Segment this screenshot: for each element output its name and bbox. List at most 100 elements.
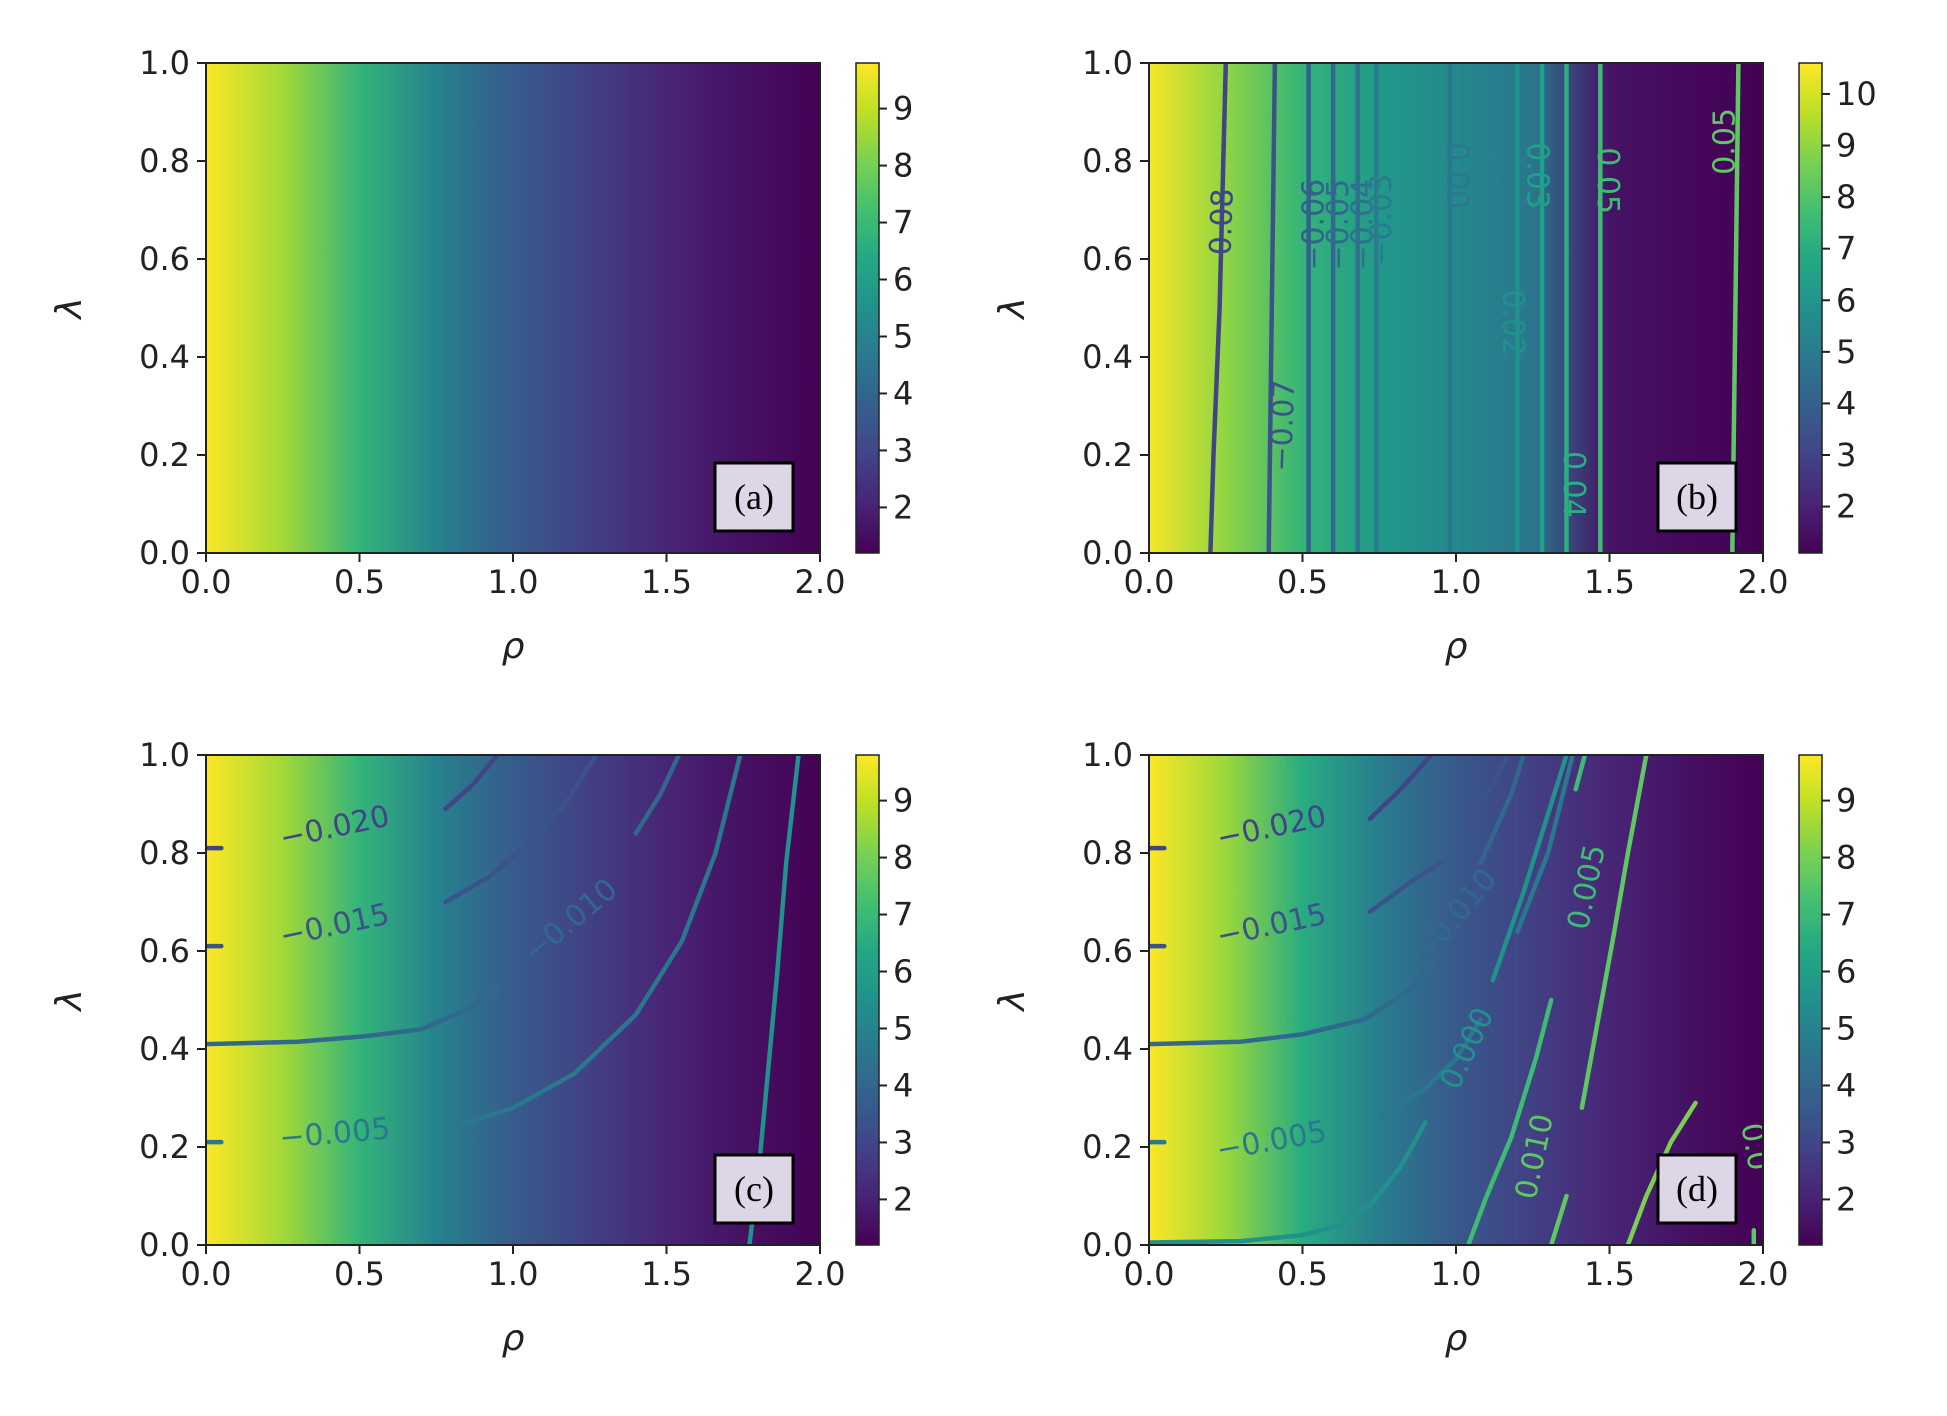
y-tick-label: 0.0: [139, 534, 190, 572]
panel-a: 0.0 0.5 1.0 1.5 2.0 0.0 0.2 0.4 0.6 0.8 1.0 ρ λ (a) 2 3…: [49, 44, 913, 667]
contour-line: [1377, 1017, 1483, 1120]
x-tick-label: 0.0: [1124, 1255, 1175, 1293]
colorbar-tick-label: 4: [893, 374, 913, 412]
panel-label: (d): [1676, 1169, 1718, 1209]
colorbar-tick-label: 5: [1836, 333, 1856, 371]
y-tick-label: 1.0: [1082, 736, 1133, 774]
contour-line: [1367, 860, 1443, 915]
contour-line: [1462, 755, 1511, 826]
y-tick-label: 0.8: [1082, 834, 1133, 872]
contour-label: 0.05: [1590, 147, 1625, 214]
colorbar-tick-label: 4: [1836, 1066, 1856, 1104]
x-tick-label: 0.5: [1277, 1255, 1328, 1293]
colorbar-tick-label: 4: [1836, 384, 1856, 422]
panel-label-box: [1656, 461, 1738, 533]
x-tick-label: 0.0: [181, 563, 232, 601]
contour-label: −0.06: [1296, 179, 1331, 271]
y-axis-label: λ: [49, 297, 90, 320]
x-tick-label: 2.0: [1738, 1255, 1789, 1293]
colorbar: [1798, 754, 1823, 1246]
y-tick-label: 0.2: [1082, 436, 1133, 474]
x-tick-label: 1.0: [488, 1255, 539, 1293]
colorbar: [855, 754, 880, 1246]
x-tick-label: 2.0: [795, 563, 846, 601]
contour-line: [1149, 1120, 1428, 1245]
x-tick-label: 1.5: [641, 1255, 692, 1293]
colorbar-tick-label: 2: [893, 1180, 913, 1218]
contour-line: [206, 987, 500, 1047]
contour-line: [1515, 755, 1575, 934]
contour-label: −0.08: [1203, 188, 1241, 281]
colorbar-tick-label: 6: [893, 261, 913, 299]
x-tick-label: 1.0: [1431, 1255, 1482, 1293]
panel-label-box: [1656, 1153, 1738, 1225]
y-tick-label: 0.4: [1082, 338, 1133, 376]
x-tick-label: 0.0: [1124, 563, 1175, 601]
x-axis-label: ρ: [502, 626, 525, 667]
colorbar-tick-label: 3: [893, 1123, 913, 1161]
x-tick-label: 2.0: [795, 1255, 846, 1293]
colorbar-tick-label: 8: [893, 147, 913, 185]
x-tick-label: 0.0: [181, 1255, 232, 1293]
y-tick-label: 0.6: [1082, 932, 1133, 970]
colorbar-tick-label: 6: [893, 953, 913, 991]
contour-label: 0.03: [1519, 142, 1554, 209]
y-tick-label: 0.8: [1082, 142, 1133, 180]
colorbar-tick-label: 5: [1836, 1009, 1856, 1047]
contour-line: [1573, 755, 1588, 792]
y-tick-label: 0.0: [1082, 534, 1133, 572]
colorbar-tick-label: 5: [893, 1009, 913, 1047]
colorbar-tick-label: 7: [893, 896, 913, 934]
x-tick-label: 1.5: [641, 563, 692, 601]
x-axis-label: ρ: [502, 1318, 525, 1359]
colorbar-tick-label: 3: [893, 431, 913, 469]
colorbar-tick-label: 8: [893, 839, 913, 877]
x-axis-label: ρ: [1445, 1318, 1468, 1359]
colorbar-tick-label: 4: [893, 1066, 913, 1104]
contour-line: [1478, 755, 1526, 866]
x-tick-label: 1.5: [1584, 563, 1635, 601]
contour-line: [443, 755, 599, 905]
colorbar-tick-label: 2: [1836, 1180, 1856, 1218]
colorbar-tick-label: 5: [893, 317, 913, 355]
contour-label: −0.07: [1264, 379, 1302, 472]
colorbar-tick-label: 2: [893, 488, 913, 526]
x-tick-label: 0.5: [1277, 563, 1328, 601]
colorbar-tick-label: 6: [1836, 953, 1856, 991]
colorbar-tick-label: 3: [1836, 1123, 1856, 1161]
contour-line: [1149, 963, 1434, 1047]
contour-line: [1548, 1193, 1569, 1245]
contour-line: [1466, 997, 1554, 1245]
contour-line: [443, 755, 500, 812]
x-axis-label: ρ: [1445, 626, 1468, 667]
colorbar-tick-label: 9: [893, 782, 913, 820]
contour-label: 0.00: [1440, 142, 1475, 209]
x-tick-label: 0.5: [334, 1255, 385, 1293]
colorbar-tick-label: 6: [1836, 281, 1856, 319]
contour-label: 0.04: [1556, 451, 1591, 518]
y-tick-label: 0.8: [139, 834, 190, 872]
colorbar-tick-label: 10: [1836, 75, 1877, 113]
colorbar-tick-label: 9: [893, 90, 913, 128]
x-tick-label: 1.5: [1584, 1255, 1635, 1293]
colorbar-tick-label: 7: [893, 204, 913, 242]
x-tick-label: 1.0: [1431, 563, 1482, 601]
panel-label: (c): [734, 1169, 774, 1209]
y-tick-label: 0.6: [1082, 240, 1133, 278]
y-tick-label: 0.0: [1082, 1226, 1133, 1264]
panel-label: (a): [734, 477, 774, 517]
y-tick-label: 0.2: [139, 1128, 190, 1166]
panel-label: (b): [1676, 477, 1718, 517]
y-tick-label: 1.0: [1082, 44, 1133, 82]
contour-line: [449, 755, 743, 1130]
colorbar-tick-label: 8: [1836, 839, 1856, 877]
y-tick-label: 1.0: [139, 44, 190, 82]
y-tick-label: 0.8: [139, 142, 190, 180]
y-tick-label: 0.0: [139, 1226, 190, 1264]
colorbar-tick-label: 3: [1836, 436, 1856, 474]
panel-label-box: [713, 1153, 795, 1225]
colorbar-tick-label: 7: [1836, 896, 1856, 934]
contour-line: [1579, 755, 1649, 1111]
